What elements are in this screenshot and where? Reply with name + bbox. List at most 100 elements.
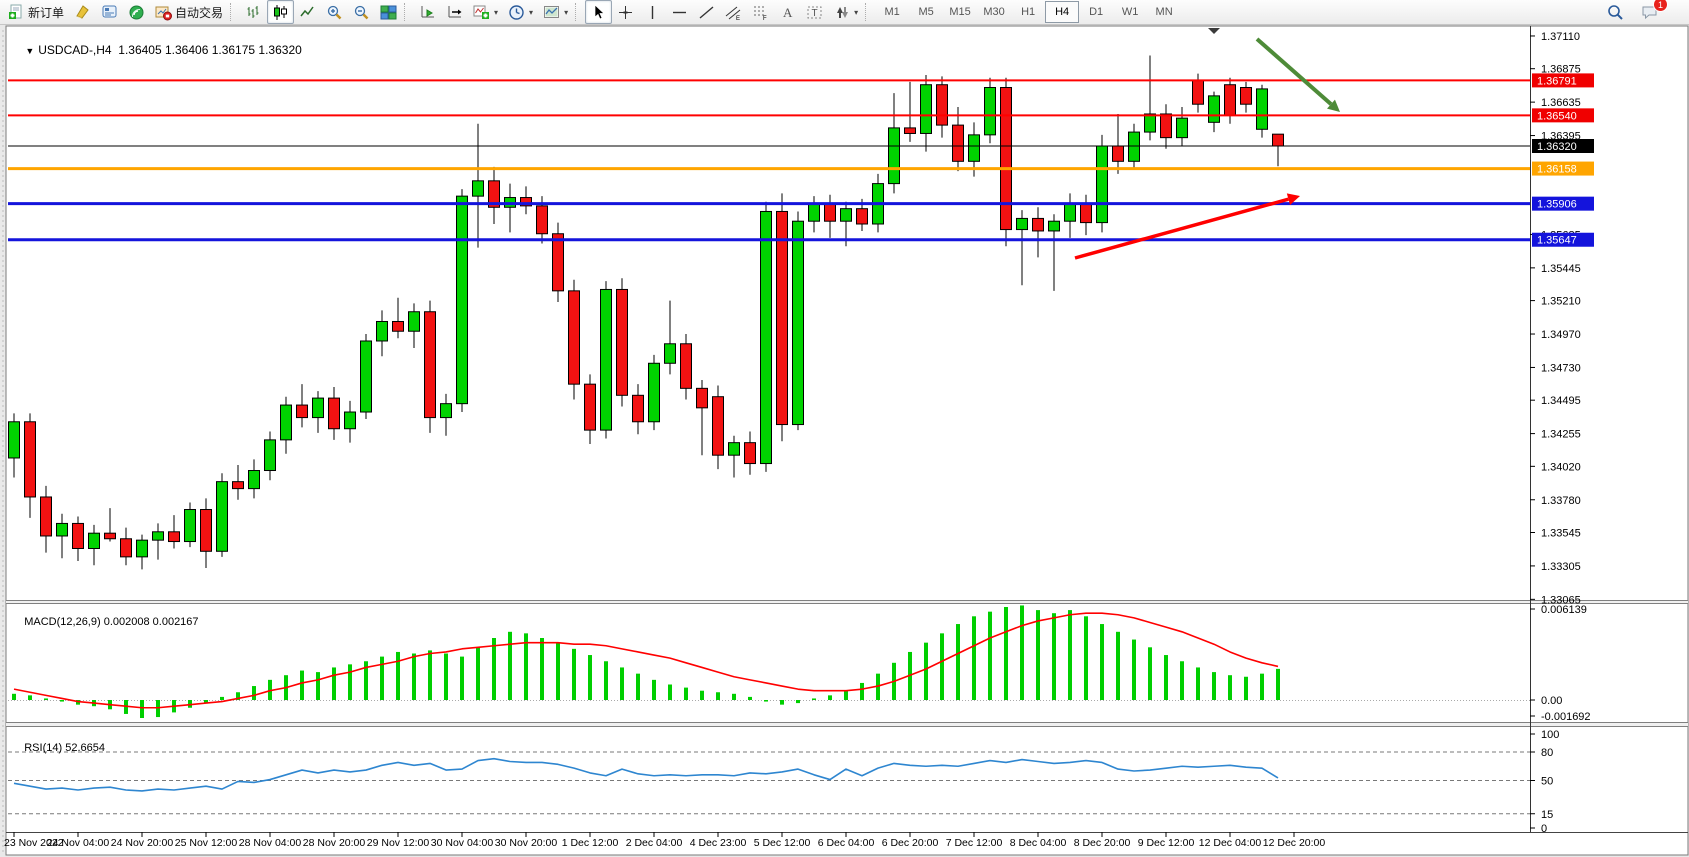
- channel-button[interactable]: E: [720, 0, 747, 24]
- timeframe-h4-button[interactable]: H4: [1045, 1, 1080, 23]
- timeframe-mn-button[interactable]: MN: [1155, 6, 1173, 18]
- svg-text:F: F: [763, 16, 767, 21]
- chevron-down-icon[interactable]: ▾: [854, 7, 859, 17]
- chart-shift-marker[interactable]: [1208, 28, 1220, 34]
- signals-button[interactable]: [123, 0, 150, 24]
- text-button[interactable]: A: [774, 0, 801, 24]
- macd-bar: [44, 698, 48, 700]
- pane-separator[interactable]: [6, 600, 1688, 604]
- tile-windows-button[interactable]: [375, 0, 402, 24]
- macd-bar: [1196, 667, 1200, 700]
- bars-chart-button[interactable]: [240, 0, 267, 24]
- candle: [456, 189, 468, 413]
- price-tick-label: 1.35210: [1541, 296, 1581, 308]
- crosshair-button[interactable]: [612, 0, 639, 24]
- macd-bar: [364, 661, 368, 700]
- rsi-tick-label: 50: [1541, 776, 1553, 788]
- macd-bar: [668, 684, 672, 700]
- periods-button[interactable]: ▾: [503, 0, 538, 24]
- down-trend-arrow-head[interactable]: [1327, 99, 1340, 112]
- candle: [776, 193, 788, 442]
- indicators-button[interactable]: ▾: [468, 0, 503, 24]
- templates-button[interactable]: ▾: [538, 0, 573, 24]
- time-tick-label: 1 Dec 12:00: [562, 837, 619, 849]
- candle: [760, 201, 772, 472]
- timeframe-m15-button[interactable]: M15: [949, 6, 971, 18]
- candle: [936, 76, 948, 138]
- zoom-in-button[interactable]: [321, 0, 348, 24]
- crosshair-icon: [617, 4, 634, 21]
- candle: [696, 379, 708, 456]
- auto-scroll-icon: [419, 4, 436, 21]
- macd-bar: [428, 650, 432, 700]
- macd-bar: [988, 611, 992, 700]
- timeframe-w1-button[interactable]: W1: [1121, 6, 1139, 18]
- candle: [568, 279, 580, 400]
- candle: [360, 334, 372, 419]
- candlestick-icon: [272, 4, 289, 21]
- macd-name: MACD(12,26,9): [24, 616, 101, 628]
- styler-button[interactable]: [69, 0, 96, 24]
- down-trend-arrow[interactable]: [1255, 37, 1333, 106]
- macd-bar: [1148, 647, 1152, 700]
- timeframe-m1-button[interactable]: M1: [884, 6, 900, 18]
- candle: [1208, 91, 1220, 133]
- vertical-line-button[interactable]: [639, 0, 666, 24]
- chevron-down-icon[interactable]: ▾: [564, 7, 569, 17]
- timeframe-h1-button[interactable]: H1: [1021, 6, 1036, 18]
- candle: [136, 534, 148, 570]
- cursor-button[interactable]: [585, 0, 613, 24]
- timeframe-m5-button[interactable]: M5: [918, 6, 934, 18]
- price-tick-label: 1.34255: [1541, 429, 1581, 441]
- pane-separator[interactable]: [6, 722, 1688, 727]
- new-order-button[interactable]: 新订单: [3, 0, 69, 24]
- zoom-out-button[interactable]: [348, 0, 375, 24]
- chat-button[interactable]: 1: [1636, 0, 1668, 24]
- price-tick-label: 1.33545: [1541, 527, 1581, 539]
- time-tick-label: 8 Dec 04:00: [1010, 837, 1067, 849]
- arrows-button[interactable]: ▾: [828, 0, 863, 24]
- chevron-down-icon[interactable]: ▾: [529, 7, 534, 17]
- candle: [1256, 84, 1268, 138]
- timeframe-d1-button[interactable]: D1: [1089, 6, 1104, 18]
- timeframe-m30-button[interactable]: M30: [983, 6, 1005, 18]
- macd-bar: [316, 672, 320, 700]
- fibonacci-icon: F: [752, 4, 769, 21]
- price-badge: [1532, 139, 1594, 153]
- candle: [8, 413, 20, 478]
- time-tick-label: 25 Nov 12:00: [175, 837, 238, 849]
- price-badge-label: 1.35647: [1537, 235, 1577, 247]
- up-trend-arrow-head[interactable]: [1286, 193, 1300, 205]
- macd-bar: [1244, 676, 1248, 700]
- time-tick-label: 5 Dec 12:00: [754, 837, 811, 849]
- svg-text:T: T: [812, 8, 818, 19]
- fibonacci-button[interactable]: F: [747, 0, 774, 24]
- toolbar-right: 1: [1601, 0, 1668, 24]
- auto-scroll-button[interactable]: [414, 0, 441, 24]
- horizontal-line-button[interactable]: [666, 0, 693, 24]
- candle: [952, 107, 964, 172]
- price-badge-label: 1.36540: [1537, 110, 1577, 122]
- template-icon: [543, 4, 560, 21]
- toolbar-separator: [575, 3, 583, 21]
- up-trend-arrow[interactable]: [1074, 197, 1289, 260]
- candle: [1000, 77, 1012, 247]
- macd-bar: [28, 695, 32, 700]
- candle: [296, 384, 308, 428]
- chevron-down-icon[interactable]: ▾: [494, 7, 499, 17]
- macd-tick-label: -0.001692: [1541, 711, 1591, 723]
- candle: [392, 297, 404, 339]
- candles-chart-button[interactable]: [267, 0, 295, 24]
- autotrading-button[interactable]: 自动交易: [150, 0, 228, 24]
- terminal-button[interactable]: [96, 0, 123, 24]
- macd-bar: [1036, 610, 1040, 700]
- candle: [344, 400, 356, 443]
- line-chart-button[interactable]: [294, 0, 321, 24]
- chart-shift-button[interactable]: [441, 0, 468, 24]
- search-button[interactable]: [1601, 0, 1628, 24]
- chart-menu-arrow[interactable]: ▼: [25, 46, 35, 56]
- candle: [648, 354, 660, 431]
- text-label-button[interactable]: T: [801, 0, 828, 24]
- trendline-button[interactable]: [693, 0, 720, 24]
